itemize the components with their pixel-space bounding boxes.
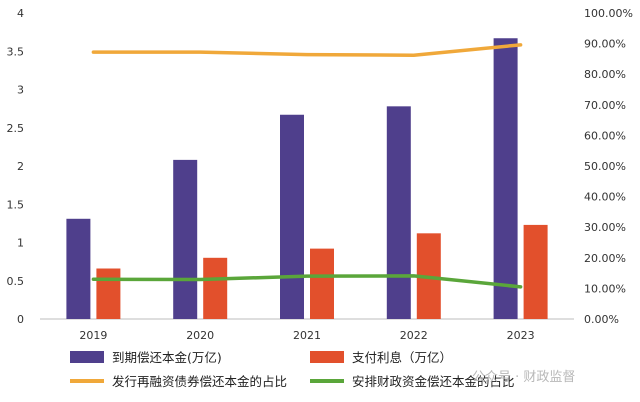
lines <box>91 43 523 289</box>
axes: 00.511.522.533.540.00%10.00%20.00%30.00%… <box>7 7 633 342</box>
y-left-tick-label: 4 <box>17 7 24 20</box>
y-right-tick-label: 0.00% <box>584 313 619 326</box>
bar <box>66 218 91 319</box>
y-left-tick-label: 0 <box>17 313 24 326</box>
bar <box>523 224 548 319</box>
x-tick-label: 2023 <box>507 329 535 342</box>
y-left-tick-label: 2.5 <box>7 122 25 135</box>
x-tick-label: 2022 <box>400 329 428 342</box>
legend-swatch <box>70 351 104 363</box>
legend-label: 支付利息（万亿） <box>352 350 452 365</box>
y-left-tick-label: 1.5 <box>7 198 25 211</box>
legend-label: 安排财政资金偿还本金的占比 <box>352 374 515 389</box>
y-right-tick-label: 90.00% <box>584 38 626 51</box>
bar <box>310 248 334 319</box>
y-right-tick-label: 60.00% <box>584 129 626 142</box>
x-tick-label: 2019 <box>79 329 107 342</box>
series-line <box>91 274 523 289</box>
y-right-tick-label: 100.00% <box>584 7 633 20</box>
bar <box>203 257 228 319</box>
bar <box>280 114 304 320</box>
series-line <box>91 43 523 57</box>
bar <box>386 106 411 319</box>
y-left-tick-label: 1 <box>17 237 24 250</box>
x-tick-label: 2020 <box>186 329 214 342</box>
legend-swatch <box>310 351 344 363</box>
y-right-tick-label: 20.00% <box>584 252 626 265</box>
legend: 到期偿还本金(万亿) 支付利息（万亿） 发行再融资债券偿还本金的占比 安排财政资金偿还… <box>70 350 515 389</box>
legend-label: 到期偿还本金(万亿) <box>112 350 222 365</box>
legend-label: 发行再融资债券偿还本金的占比 <box>112 374 287 389</box>
watermark: 公众号 · 财政监督 <box>472 370 575 385</box>
y-right-tick-label: 30.00% <box>584 221 626 234</box>
x-tick-label: 2021 <box>293 329 321 342</box>
y-left-tick-label: 0.5 <box>7 275 25 288</box>
bar <box>173 159 198 319</box>
bar <box>96 268 121 319</box>
y-left-tick-label: 2 <box>17 160 24 173</box>
y-right-tick-label: 50.00% <box>584 160 626 173</box>
y-left-tick-label: 3 <box>17 84 24 97</box>
y-right-tick-label: 70.00% <box>584 99 626 112</box>
bar <box>493 38 518 320</box>
y-right-tick-label: 80.00% <box>584 68 626 81</box>
y-right-tick-label: 10.00% <box>584 282 626 295</box>
y-right-tick-label: 40.00% <box>584 191 626 204</box>
y-left-tick-label: 3.5 <box>7 45 25 58</box>
